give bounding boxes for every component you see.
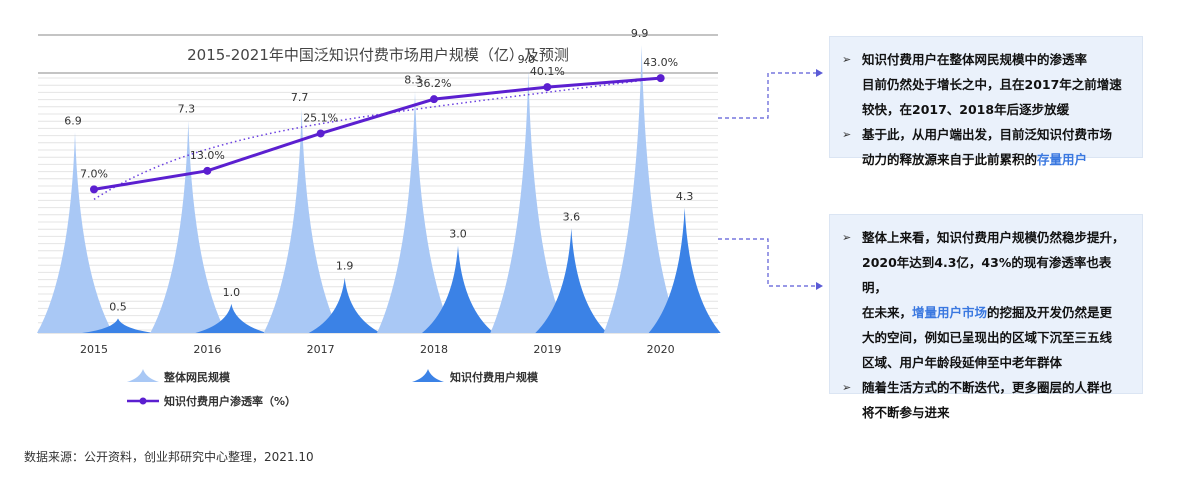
insight-item: ➢ 基于此，从用户端出发，目前泛知识付费市场 动力的释放源来自于此前累积的存量用…: [842, 122, 1130, 172]
penetration-label: 13.0%: [190, 149, 225, 162]
x-axis: 2015 2016 2017 2018 2019 2020: [80, 343, 675, 356]
arrow-bullet-icon: ➢: [842, 381, 852, 394]
netizen-value-label: 7.7: [291, 91, 309, 104]
penetration-label: 25.1%: [303, 111, 338, 124]
penetration-label: 7.0%: [80, 167, 108, 180]
x-tick-label: 2018: [420, 343, 448, 356]
knowledge-value-label: 1.9: [336, 260, 354, 273]
knowledge-bar: [535, 228, 608, 333]
netizen-bar: [377, 91, 453, 333]
netizen-value-label: 6.9: [64, 114, 82, 127]
knowledge-bar: [308, 277, 381, 333]
insight-item: ➢ 整体上来看，知识付费用户规模仍然稳步提升， 2020年达到4.3亿，43%的…: [842, 225, 1130, 375]
knowledge-value-label: 4.3: [676, 190, 694, 203]
legend-penetration-marker: [139, 397, 147, 405]
netizen-value-label: 9.0: [518, 53, 536, 66]
penetration-polyline: [93, 76, 661, 191]
connectors: [718, 69, 823, 290]
insight-line: 2020年达到4.3亿，43%的现有渗透率也表明，: [862, 255, 1112, 295]
insight-line: 较快，在2017、2018年后逐步放缓: [862, 102, 1070, 117]
knowledge-value-label: 0.5: [109, 300, 127, 313]
knowledge-bar: [195, 303, 268, 333]
insight-line: 动力的释放源来自于此前累积的存量用户: [862, 152, 1088, 167]
netizen-bar: [150, 120, 227, 334]
insight-line: 基于此，从用户端出发，目前泛知识付费市场: [862, 127, 1113, 142]
connector-bottom: [718, 238, 818, 287]
penetration-line: [90, 74, 665, 194]
knowledge-value-label: 3.6: [563, 210, 581, 223]
connector-top-arrow-icon: [816, 69, 823, 77]
insight-panel-bottom: ➢ 整体上来看，知识付费用户规模仍然稳步提升， 2020年达到4.3亿，43%的…: [829, 214, 1143, 420]
insight-line: 在未来，增量用户市场的挖掘及开发仍然是更: [862, 305, 1113, 320]
legend-netizen-swatch: [127, 369, 159, 382]
chart-title: 2015-2021年中国泛知识付费市场用户规模（亿）及预测: [187, 46, 569, 64]
insight-line: 大的空间，例如已呈现出的区域下沉至三五线: [862, 330, 1113, 345]
knowledge-bar: [648, 207, 721, 333]
insight-line: 整体上来看，知识付费用户规模仍然稳步提升，: [862, 230, 1125, 245]
connector-top: [718, 72, 818, 119]
knowledge-value-label: 1.0: [223, 286, 241, 299]
penetration-point: [90, 185, 98, 194]
insight-line: 将不断参与进来: [862, 405, 950, 420]
insight-item: ➢ 随着生活方式的不断迭代，更多圈层的人群也 将不断参与进来: [842, 375, 1130, 425]
highlight-text: 存量用户: [1037, 152, 1088, 167]
insight-line: 随着生活方式的不断迭代，更多圈层的人群也: [862, 380, 1113, 395]
netizen-bar: [263, 109, 340, 333]
highlight-text: 增量用户市场: [912, 305, 988, 320]
netizen-bar: [37, 132, 113, 333]
bars: [37, 45, 721, 334]
insight-line: 区域、用户年龄段延伸至中老年群体: [862, 355, 1063, 370]
legend-knowledge-label: 知识付费用户规模: [449, 370, 539, 384]
title-band: [38, 36, 718, 72]
x-tick-label: 2015: [80, 343, 108, 356]
x-tick-label: 2020: [647, 343, 675, 356]
trendline: [93, 77, 661, 201]
legend-penetration-label: 知识付费用户渗透率（%）: [163, 394, 296, 408]
penetration-point: [316, 129, 325, 138]
legend-netizen-label: 整体网民规模: [163, 370, 231, 384]
knowledge-bar: [82, 318, 154, 333]
connector-bottom-arrow-icon: [816, 282, 823, 290]
insight-panel-top: ➢ 知识付费用户在整体网民规模中的渗透率 目前仍然处于增长之中，且在2017年之…: [829, 36, 1143, 167]
penetration-point: [656, 74, 665, 83]
penetration-label: 40.1%: [530, 65, 565, 78]
penetration-point: [203, 166, 212, 175]
penetration-label: 43.0%: [643, 56, 678, 69]
insight-line: 目前仍然处于增长之中，且在2017年之前增速: [862, 77, 1122, 92]
penetration-label: 36.2%: [417, 77, 452, 90]
knowledge-value-label: 3.0: [449, 228, 467, 241]
knowledge-bar: [422, 245, 494, 333]
x-tick-label: 2017: [307, 343, 335, 356]
source-note: 数据来源：公开资料，创业邦研究中心整理，2021.10: [24, 450, 314, 464]
x-tick-label: 2019: [533, 343, 561, 356]
netizen-value-label: 8.3: [404, 74, 422, 87]
x-tick-label: 2016: [193, 343, 221, 356]
data-labels: 6.9 0.5 7.3 1.0 7.7 1.9 8.3 3.0 9.0 3.6 9.9 4.3 7.0%…: [64, 27, 693, 313]
insight-item: ➢ 知识付费用户在整体网民规模中的渗透率 目前仍然处于增长之中，且在2017年之…: [842, 47, 1130, 122]
netizen-bar: [603, 45, 680, 333]
legend-knowledge-swatch: [412, 369, 444, 382]
netizen-value-label: 9.9: [631, 27, 649, 40]
netizen-value-label: 7.3: [178, 103, 196, 116]
grid: [38, 77, 718, 334]
penetration-point: [430, 95, 438, 104]
insight-line: 知识付费用户在整体网民规模中的渗透率: [862, 52, 1088, 67]
trend-curve: [93, 77, 661, 201]
arrow-bullet-icon: ➢: [842, 128, 852, 141]
arrow-bullet-icon: ➢: [842, 231, 852, 244]
arrow-bullet-icon: ➢: [842, 53, 852, 66]
netizen-bar: [490, 71, 567, 333]
penetration-point: [543, 83, 552, 92]
